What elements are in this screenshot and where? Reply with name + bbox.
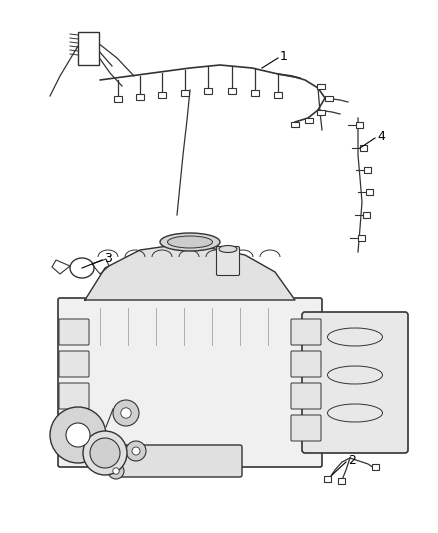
FancyBboxPatch shape xyxy=(113,95,122,102)
Circle shape xyxy=(121,408,131,418)
FancyBboxPatch shape xyxy=(366,189,373,195)
FancyBboxPatch shape xyxy=(305,118,313,123)
FancyBboxPatch shape xyxy=(216,246,240,276)
FancyBboxPatch shape xyxy=(302,312,408,453)
Circle shape xyxy=(66,423,90,447)
Circle shape xyxy=(113,468,119,474)
FancyBboxPatch shape xyxy=(59,383,89,409)
FancyBboxPatch shape xyxy=(59,351,89,377)
FancyBboxPatch shape xyxy=(291,351,321,377)
Ellipse shape xyxy=(167,236,212,248)
FancyBboxPatch shape xyxy=(180,90,189,96)
FancyBboxPatch shape xyxy=(228,87,237,94)
FancyBboxPatch shape xyxy=(113,445,242,477)
FancyBboxPatch shape xyxy=(291,415,321,441)
FancyBboxPatch shape xyxy=(274,92,283,99)
FancyBboxPatch shape xyxy=(136,94,145,100)
FancyBboxPatch shape xyxy=(317,84,325,90)
FancyBboxPatch shape xyxy=(364,167,371,173)
Text: 2: 2 xyxy=(348,454,356,466)
FancyBboxPatch shape xyxy=(59,319,89,345)
Ellipse shape xyxy=(160,233,220,251)
FancyBboxPatch shape xyxy=(372,464,379,470)
Circle shape xyxy=(83,431,127,475)
Circle shape xyxy=(126,441,146,461)
Circle shape xyxy=(90,438,120,468)
FancyBboxPatch shape xyxy=(360,144,367,151)
Circle shape xyxy=(50,407,106,463)
FancyBboxPatch shape xyxy=(291,122,299,127)
Text: 1: 1 xyxy=(280,51,288,63)
Polygon shape xyxy=(85,245,295,300)
FancyBboxPatch shape xyxy=(338,478,345,484)
FancyBboxPatch shape xyxy=(59,415,89,441)
FancyBboxPatch shape xyxy=(324,475,331,482)
FancyBboxPatch shape xyxy=(363,212,370,219)
Text: 3: 3 xyxy=(104,252,112,264)
Circle shape xyxy=(108,463,124,479)
Circle shape xyxy=(113,400,139,426)
FancyBboxPatch shape xyxy=(291,319,321,345)
Ellipse shape xyxy=(219,246,237,253)
FancyBboxPatch shape xyxy=(317,110,325,115)
Circle shape xyxy=(132,447,140,455)
FancyBboxPatch shape xyxy=(251,90,259,96)
FancyBboxPatch shape xyxy=(78,31,99,64)
FancyBboxPatch shape xyxy=(204,87,212,94)
FancyBboxPatch shape xyxy=(158,92,166,99)
Text: 4: 4 xyxy=(377,130,385,142)
FancyBboxPatch shape xyxy=(291,383,321,409)
FancyBboxPatch shape xyxy=(358,235,365,241)
FancyBboxPatch shape xyxy=(58,298,322,467)
FancyBboxPatch shape xyxy=(325,96,333,101)
FancyBboxPatch shape xyxy=(356,122,363,128)
